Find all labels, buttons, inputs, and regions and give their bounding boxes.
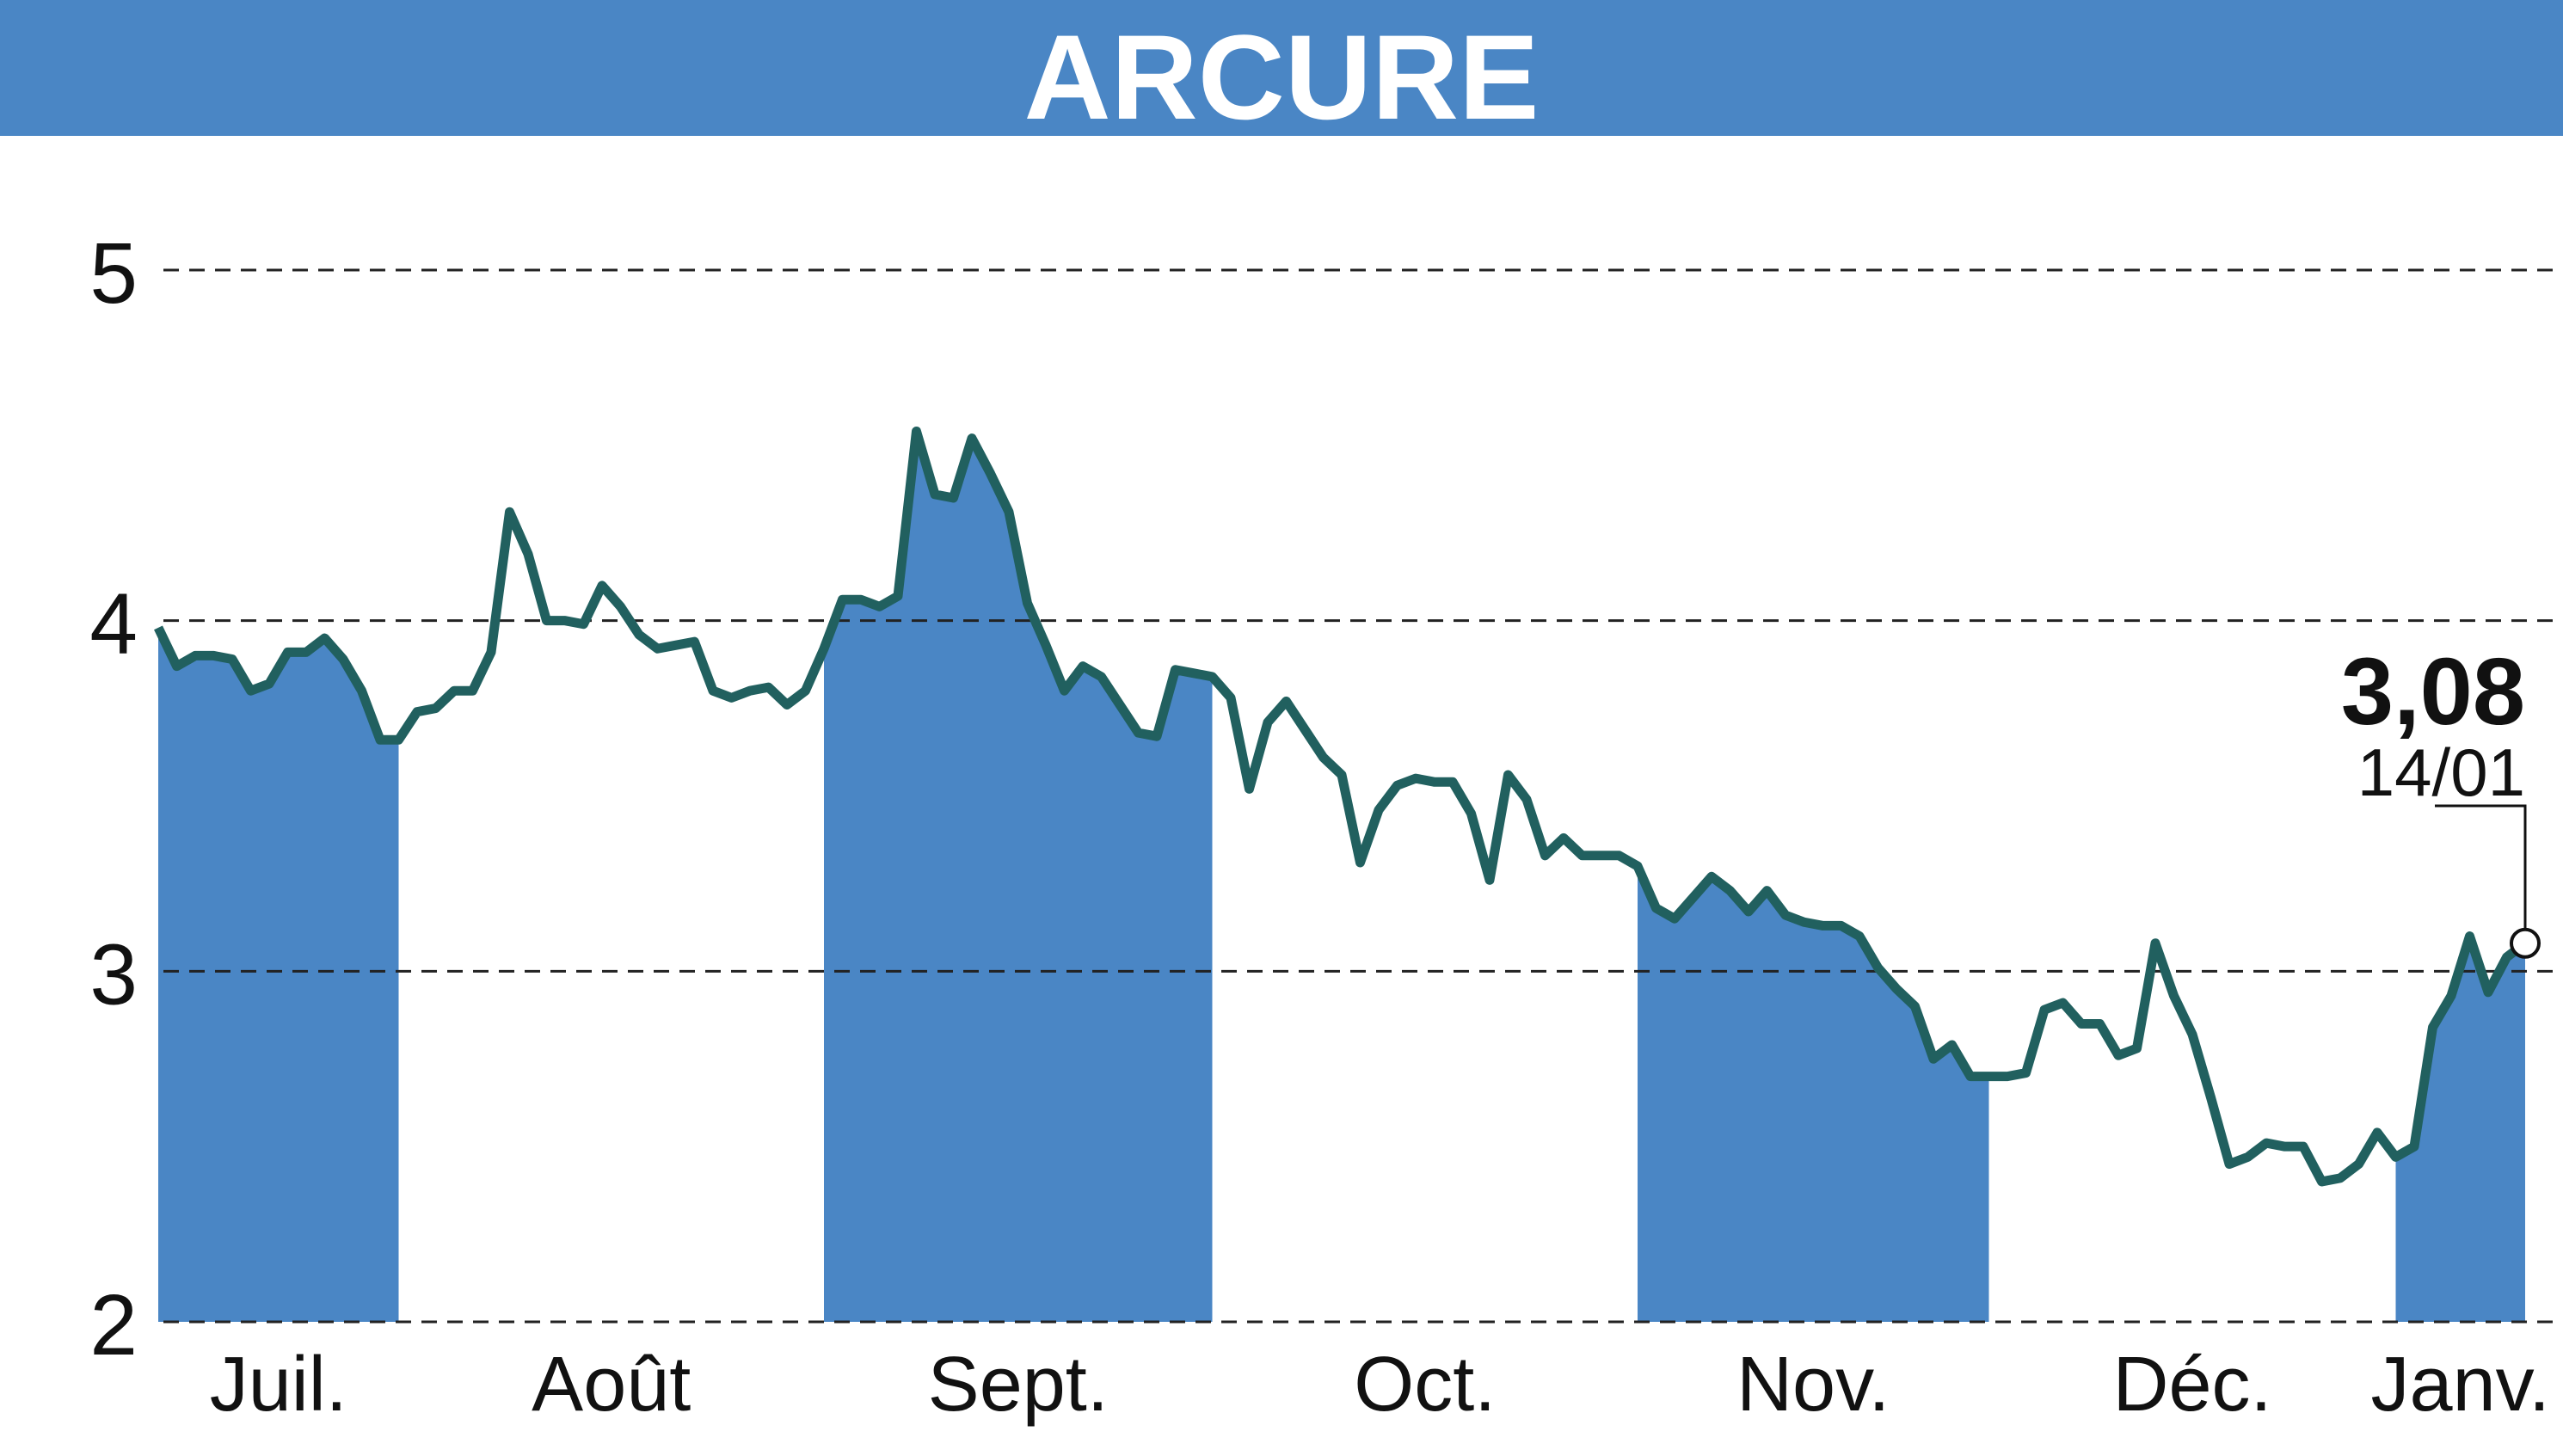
x-tick-label: Nov. [1736,1342,1890,1428]
last-point [2510,927,2541,959]
last-value-label: 3,08 [2341,639,2525,745]
chart-title: ARCURE [1024,9,1540,144]
last-date-label: 14/01 [2357,734,2525,810]
title-bar [0,0,2563,136]
y-tick-label: 3 [89,926,138,1023]
x-tick-label: Janv. [2371,1342,2550,1428]
month-area [824,431,1213,1323]
x-tick-label: Sept. [928,1342,1109,1428]
leader-line [2435,804,2527,943]
month-area [158,627,399,1322]
month-area [2395,936,2525,1322]
x-tick-label: Août [532,1342,691,1428]
price-line [154,427,2529,1187]
y-tick-label: 4 [89,576,138,673]
y-tick-label: 5 [89,225,138,322]
x-tick-label: Oct. [1354,1342,1496,1428]
x-tick-label: Déc. [2112,1342,2271,1428]
month-area [1638,866,1989,1322]
x-tick-label: Juil. [210,1342,347,1428]
y-tick-label: 2 [89,1277,138,1373]
